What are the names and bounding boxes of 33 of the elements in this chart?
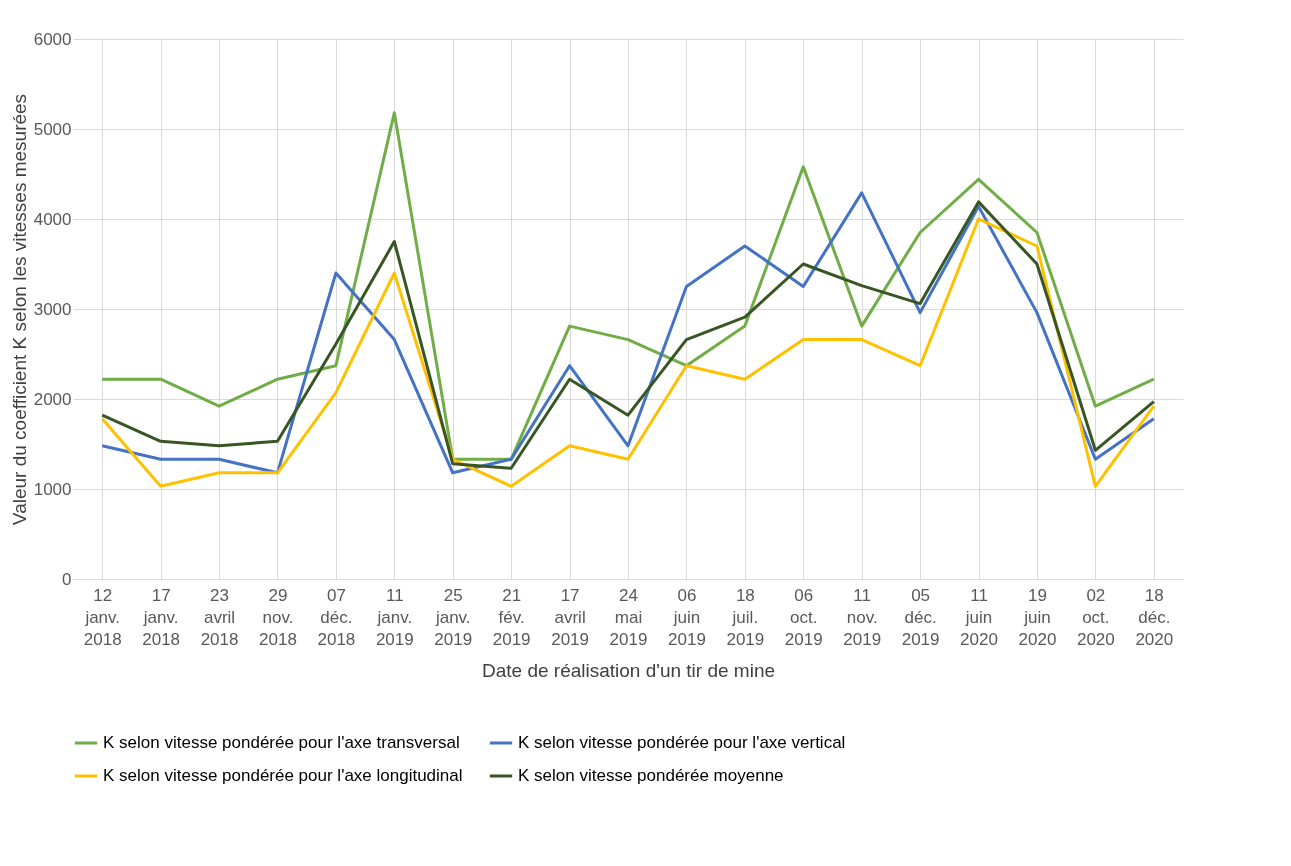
- legend-label: K selon vitesse pondérée pour l'axe longitudinal: [103, 766, 463, 785]
- x-tick-label: 11 nov. 2019: [843, 585, 882, 649]
- x-tick-label: 25 janv. 2019: [434, 585, 473, 649]
- y-axis-title: Valeur du coefficient K selon les vitesses mesurées: [8, 93, 30, 526]
- x-tick-label: 05 déc. 2019: [901, 585, 940, 649]
- x-tick-label: 06 oct. 2019: [784, 585, 823, 649]
- legend-label: K selon vitesse pondérée moyenne: [518, 766, 784, 785]
- x-tick-label: 21 fév. 2019: [492, 585, 531, 649]
- y-tick-label: 6000: [33, 29, 72, 49]
- x-tick-label: 07 déc. 2018: [317, 585, 356, 649]
- x-axis-title: Date de réalisation d'un tir de mine: [481, 659, 776, 681]
- x-tick-label: 23 avril 2018: [200, 585, 239, 649]
- y-tick-label: 4000: [33, 209, 72, 229]
- x-tick-label: 24 mai 2019: [609, 585, 648, 649]
- x-tick-label: 29 nov. 2018: [259, 585, 297, 649]
- x-tick-label: 18 déc. 2020: [1135, 585, 1174, 649]
- y-tick-label: 2000: [33, 389, 72, 409]
- x-tick-label: 17 janv. 2018: [142, 585, 181, 649]
- x-tick-label: 12 janv. 2018: [83, 585, 122, 649]
- y-tick-label: 5000: [33, 119, 72, 139]
- line-series: [100, 111, 1156, 461]
- x-tick-label: 18 juil. 2019: [726, 585, 765, 649]
- x-tick-label: 19 juin 2020: [1018, 585, 1057, 649]
- y-tick-label: 1000: [33, 479, 72, 499]
- legend-label: K selon vitesse pondérée pour l'axe transversal: [103, 733, 460, 752]
- y-tick-label: 3000: [33, 299, 72, 319]
- x-tick-label: 11 juin 2020: [960, 585, 998, 649]
- legend-label: K selon vitesse pondérée pour l'axe vertical: [518, 733, 846, 752]
- y-tick-label: 0: [62, 569, 72, 589]
- x-tick-label: 06 juin 2019: [668, 585, 706, 649]
- x-tick-label: 02 oct. 2020: [1076, 585, 1115, 649]
- x-tick-label: 11 janv. 2019: [375, 585, 414, 649]
- x-tick-label: 17 avril 2019: [551, 585, 589, 649]
